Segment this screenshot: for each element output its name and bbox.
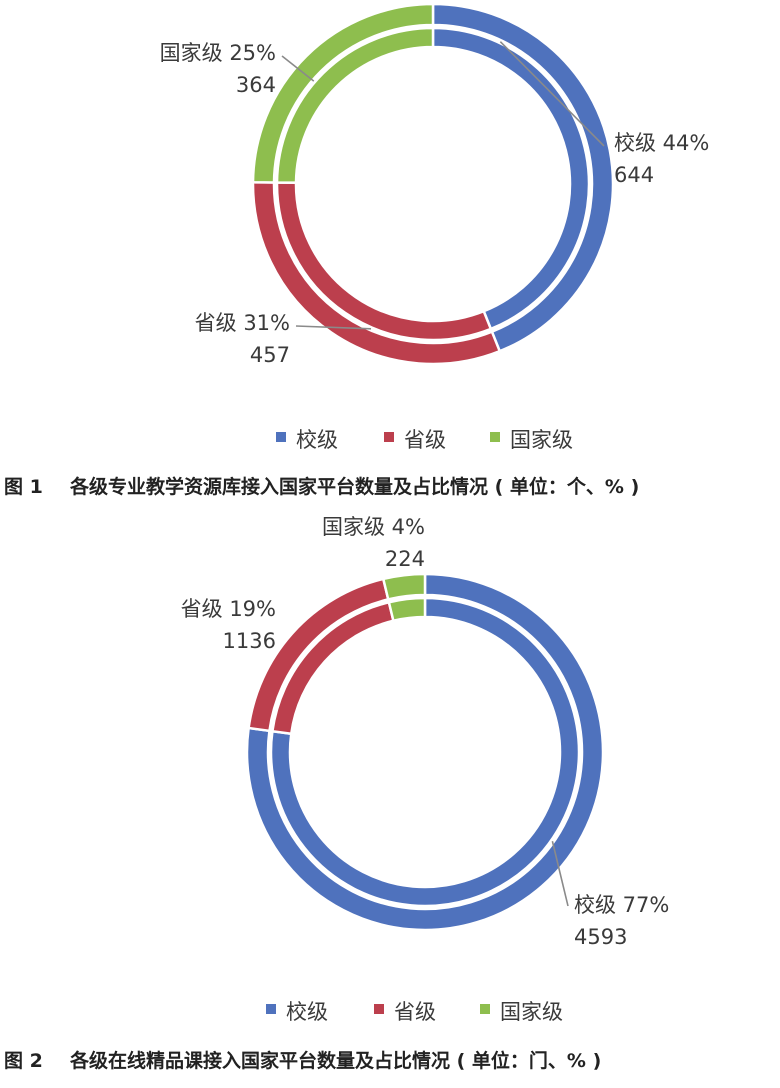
chart1-legend-label-school: 校级 <box>296 428 338 452</box>
chart1-slice-province-inner <box>275 181 493 342</box>
chart1-leader-national <box>281 55 315 82</box>
figure-1-caption: 图 1 各级专业教学资源库接入国家平台数量及占比情况 ( 单位：个、% ) <box>4 472 639 499</box>
chart2-legend-label-province: 省级 <box>394 1000 436 1024</box>
figure-2-caption-text: 各级在线精品课接入国家平台数量及占比情况 ( 单位：门、% ) <box>70 1050 602 1072</box>
chart1-leader-province <box>295 325 372 330</box>
chart1-leader-school <box>499 41 605 147</box>
chart1-legend-label-province: 省级 <box>404 428 446 452</box>
chart2-label-province: 省级 19% <box>181 597 276 621</box>
chart1-label-national: 国家级 25% <box>160 41 276 65</box>
chart2-slice-school-outer <box>245 572 605 932</box>
figure-1-number: 图 1 <box>4 476 43 498</box>
chart2-leader-school <box>551 840 569 907</box>
chart1-slice-national-inner <box>275 26 435 184</box>
chart1-legend-swatch-province <box>384 432 394 442</box>
chart2-legend-label-school: 校级 <box>286 1000 328 1024</box>
figure-2-number: 图 2 <box>4 1050 43 1072</box>
chart2-slice-national-outer <box>381 572 427 601</box>
chart1-value-national: 364 <box>236 73 276 97</box>
chart2-legend-swatch-province <box>374 1004 384 1014</box>
figure-1-caption-text: 各级专业教学资源库接入国家平台数量及占比情况 ( 单位：个、% ) <box>70 476 640 498</box>
chart2-value-national: 224 <box>385 547 425 571</box>
chart2-legend-swatch-national <box>480 1004 490 1014</box>
figure-2-caption: 图 2 各级在线精品课接入国家平台数量及占比情况 ( 单位：门、% ) <box>4 1046 601 1073</box>
chart1-value-province: 457 <box>250 343 290 367</box>
chart1-legend-swatch-national <box>490 432 500 442</box>
chart1-label-school: 校级 44% <box>614 131 709 155</box>
chart2-label-national: 国家级 4% <box>322 515 425 539</box>
chart1-legend-label-national: 国家级 <box>510 428 573 452</box>
chart2-legend-label-national: 国家级 <box>500 1000 563 1024</box>
chart2-slice-school-inner <box>269 596 581 908</box>
chart2-label-school: 校级 77% <box>574 893 669 917</box>
chart1-slice-national-outer <box>251 2 435 184</box>
chart2-value-school: 4593 <box>574 925 627 949</box>
chart1-label-province: 省级 31% <box>195 311 290 335</box>
chart1-value-school: 644 <box>614 163 654 187</box>
chart2-slice-national-inner <box>387 596 427 623</box>
chart1-legend-swatch-school <box>276 432 286 442</box>
chart2-value-province: 1136 <box>223 629 276 653</box>
chart2-legend-swatch-school <box>266 1004 276 1014</box>
